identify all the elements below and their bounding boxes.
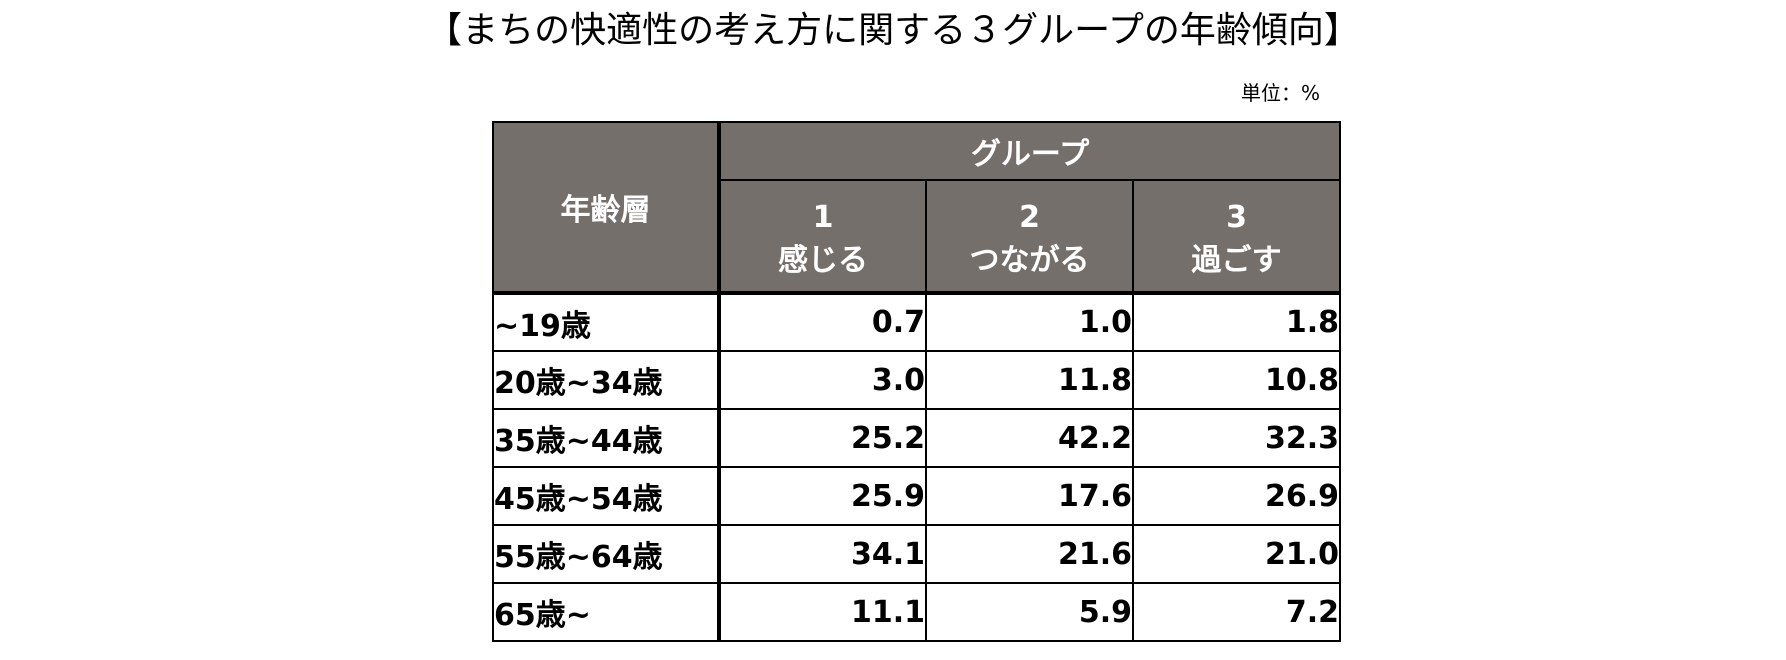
age-cell: ~19歳 (492, 292, 721, 352)
value-cell: 26.9 (1132, 466, 1341, 526)
group-column-header: グループ (718, 121, 1341, 181)
table-row: 35歳~44歳 25.2 42.2 32.3 (492, 408, 1341, 468)
value-cell: 11.8 (925, 350, 1134, 410)
table-row: ~19歳 0.7 1.0 1.8 (492, 292, 1341, 352)
value-cell: 34.1 (718, 524, 927, 584)
table-row: 55歳~64歳 34.1 21.6 21.0 (492, 524, 1341, 584)
value-cell: 32.3 (1132, 408, 1341, 468)
age-cell: 55歳~64歳 (492, 524, 721, 584)
group-number-header: 2 (925, 179, 1134, 235)
value-cell: 0.7 (718, 292, 927, 352)
group-number-header: 3 (1132, 179, 1341, 235)
value-cell: 21.0 (1132, 524, 1341, 584)
table-row: 65歳~ 11.1 5.9 7.2 (492, 582, 1341, 642)
age-trend-table: 年齢層 グループ 1 2 3 感じる つながる 過ごす ~19歳 0.7 1.0… (492, 121, 1341, 642)
age-cell: 65歳~ (492, 582, 721, 642)
value-cell: 11.1 (718, 582, 927, 642)
value-cell: 25.2 (718, 408, 927, 468)
table-row: 20歳~34歳 3.0 11.8 10.8 (492, 350, 1341, 410)
value-cell: 17.6 (925, 466, 1134, 526)
value-cell: 1.0 (925, 292, 1134, 352)
group-name-header: 過ごす (1132, 235, 1341, 295)
value-cell: 1.8 (1132, 292, 1341, 352)
age-cell: 35歳~44歳 (492, 408, 721, 468)
table-row: 45歳~54歳 25.9 17.6 26.9 (492, 466, 1341, 526)
age-cell: 45歳~54歳 (492, 466, 721, 526)
group-name-header: 感じる (718, 235, 927, 295)
group-number-header: 1 (718, 179, 927, 235)
unit-label: 単位：% (1240, 81, 1320, 105)
group-name-header: つながる (925, 235, 1134, 295)
page-title: 【まちの快適性の考え方に関する３グループの年齢傾向】 (426, 10, 1360, 51)
age-cell: 20歳~34歳 (492, 350, 721, 410)
age-column-header: 年齢層 (492, 121, 721, 295)
value-cell: 21.6 (925, 524, 1134, 584)
value-cell: 42.2 (925, 408, 1134, 468)
value-cell: 3.0 (718, 350, 927, 410)
value-cell: 7.2 (1132, 582, 1341, 642)
value-cell: 25.9 (718, 466, 927, 526)
value-cell: 5.9 (925, 582, 1134, 642)
value-cell: 10.8 (1132, 350, 1341, 410)
